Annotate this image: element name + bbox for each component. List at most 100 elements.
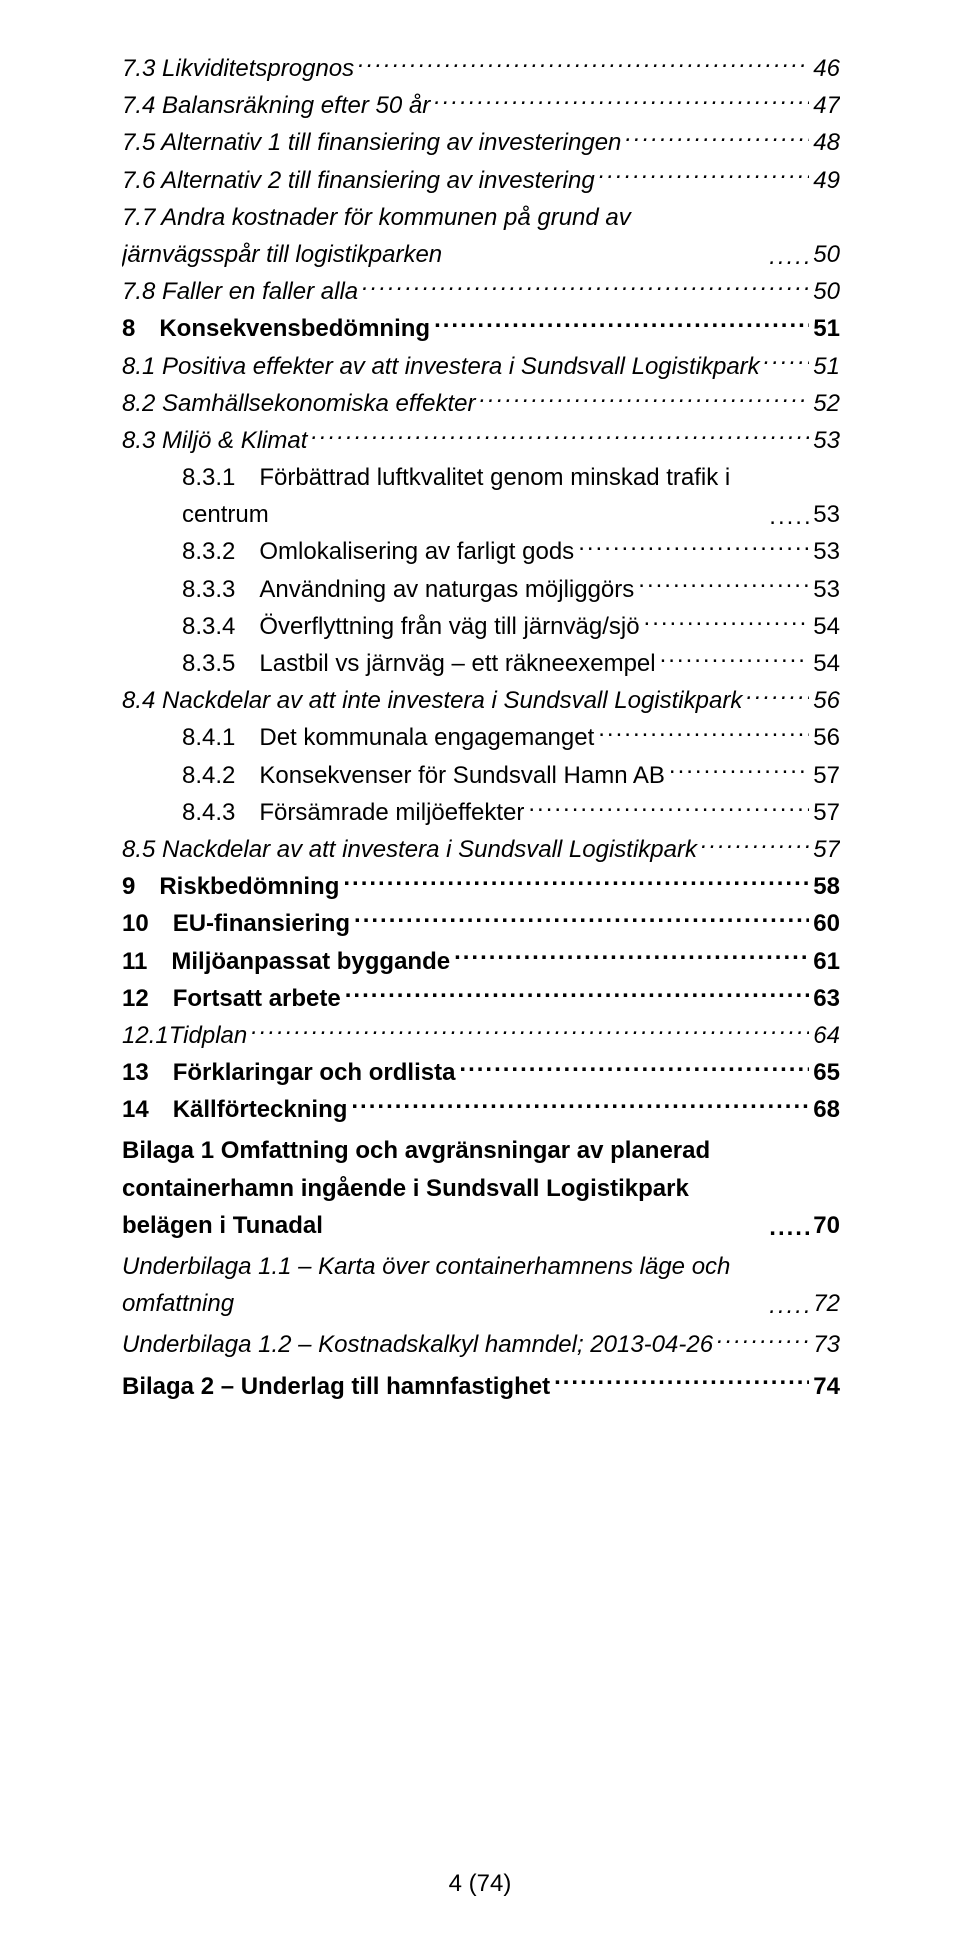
- toc-label: 8.3.5 Lastbil vs järnväg – ett räkneexem…: [182, 645, 656, 682]
- toc-label: 8.3.3 Användning av naturgas möjliggörs: [182, 571, 634, 608]
- toc-row: 8.3 Miljö & Klimat53: [122, 422, 840, 459]
- toc-entry: 8.4.1 Det kommunala engagemanget56: [182, 719, 840, 756]
- toc-label: 8.1 Positiva effekter av att investera i…: [122, 348, 760, 385]
- toc-leader-dots: [343, 870, 809, 894]
- toc-leader-dots: [554, 1370, 809, 1394]
- toc-leader-dots: [454, 945, 809, 969]
- toc-label: Underbilaga 1.2 – Kostnadskalkyl hamndel…: [122, 1326, 713, 1363]
- toc-row: 8.3.3 Användning av naturgas möjliggörs 5…: [182, 571, 840, 608]
- toc-page-number: 70: [813, 1207, 840, 1244]
- toc-leader-dots: [638, 573, 809, 597]
- toc-leader-dots: [311, 424, 809, 448]
- toc-leader-dots: [598, 721, 809, 745]
- toc-row: 7.6 Alternativ 2 till finansiering av in…: [122, 162, 840, 199]
- toc-leader-dots: [434, 312, 809, 336]
- toc-entry: 8.3.1 Förbättrad luftkvalitet genom mins…: [182, 459, 840, 533]
- toc-row: Bilaga 1 Omfattning och avgränsningar av…: [122, 1132, 840, 1244]
- toc-leader-dots: [660, 647, 810, 671]
- toc-label: 8.4.2 Konsekvenser för Sundsvall Hamn AB: [182, 757, 665, 794]
- toc-label: 12 Fortsatt arbete: [122, 980, 341, 1017]
- toc-page-number: 50: [813, 236, 840, 273]
- toc-page-number: 68: [813, 1091, 840, 1128]
- toc-row: 8.3.5 Lastbil vs järnväg – ett räkneexem…: [182, 645, 840, 682]
- toc-entry: 7.5 Alternativ 1 till finansiering av in…: [122, 124, 840, 161]
- toc-page-number: 48: [813, 124, 840, 161]
- document-page: 7.3 Likviditetsprognos467.4 Balansräknin…: [0, 0, 960, 1940]
- toc-leader-dots: [362, 275, 809, 299]
- toc-leader-dots: [717, 1328, 809, 1352]
- toc-page-number: 53: [813, 533, 840, 570]
- toc-page-number: 54: [813, 645, 840, 682]
- toc-page-number: 54: [813, 608, 840, 645]
- toc-entry: 12.1Tidplan64: [122, 1017, 840, 1054]
- toc-label: Underbilaga 1.1 – Karta över containerha…: [122, 1248, 765, 1322]
- toc-entry: 8.3.3 Användning av naturgas möjliggörs 5…: [182, 571, 840, 608]
- toc-row: Underbilaga 1.1 – Karta över containerha…: [122, 1248, 840, 1322]
- toc-label: 7.8 Faller en faller alla: [122, 273, 358, 310]
- toc-entry: 8.4.3 Försämrade miljöeffekter57: [182, 794, 840, 831]
- toc-page-number: 51: [813, 310, 840, 347]
- toc-page-number: 49: [813, 162, 840, 199]
- toc-label: 8.4.3 Försämrade miljöeffekter: [182, 794, 524, 831]
- toc-leader-dots: [644, 610, 810, 634]
- toc-row: 8.3.4 Överflyttning från väg till järnvä…: [182, 608, 840, 645]
- toc-label: 8.4 Nackdelar av att inte investera i Su…: [122, 682, 742, 719]
- toc-row: 13 Förklaringar och ordlista65: [122, 1054, 840, 1091]
- toc-label: Bilaga 2 – Underlag till hamnfastighet: [122, 1368, 550, 1405]
- toc-row: 8.3.1 Förbättrad luftkvalitet genom mins…: [182, 459, 840, 533]
- toc-row: 7.3 Likviditetsprognos46: [122, 50, 840, 87]
- toc-page-number: 57: [813, 831, 840, 868]
- table-of-contents: 7.3 Likviditetsprognos467.4 Balansräknin…: [122, 50, 840, 1405]
- toc-page-number: 74: [813, 1368, 840, 1405]
- toc-page-number: 53: [813, 496, 840, 533]
- toc-row: 8.4.1 Det kommunala engagemanget56: [182, 719, 840, 756]
- toc-label: 7.4 Balansräkning efter 50 år: [122, 87, 430, 124]
- toc-entry: 8.2 Samhällsekonomiska effekter52: [122, 385, 840, 422]
- toc-entry: 11 Miljöanpassat byggande61: [122, 943, 840, 980]
- toc-page-number: 56: [813, 719, 840, 756]
- toc-leader-dots: [769, 249, 809, 273]
- toc-leader-dots: [746, 684, 809, 708]
- toc-row: 7.8 Faller en faller alla 50: [122, 273, 840, 310]
- toc-entry: 9 Riskbedömning58: [122, 868, 840, 905]
- toc-row: 14 Källförteckning68: [122, 1091, 840, 1128]
- toc-entry: 7.6 Alternativ 2 till finansiering av in…: [122, 162, 840, 199]
- toc-page-number: 50: [813, 273, 840, 310]
- toc-entry: Bilaga 2 – Underlag till hamnfastighet 74: [122, 1368, 840, 1405]
- toc-entry: Bilaga 1 Omfattning och avgränsningar av…: [122, 1132, 840, 1244]
- toc-entry: 13 Förklaringar och ordlista65: [122, 1054, 840, 1091]
- toc-row: 7.4 Balansräkning efter 50 år 47: [122, 87, 840, 124]
- toc-entry: Underbilaga 1.2 – Kostnadskalkyl hamndel…: [122, 1326, 840, 1363]
- toc-leader-dots: [669, 759, 809, 783]
- toc-entry: 8.3.5 Lastbil vs järnväg – ett räkneexem…: [182, 645, 840, 682]
- toc-label: 9 Riskbedömning: [122, 868, 339, 905]
- toc-row: Underbilaga 1.2 – Kostnadskalkyl hamndel…: [122, 1326, 840, 1363]
- toc-page-number: 53: [813, 422, 840, 459]
- toc-row: 8.4.3 Försämrade miljöeffekter57: [182, 794, 840, 831]
- toc-label: 8.3.2 Omlokalisering av farligt gods: [182, 533, 574, 570]
- toc-page-number: 53: [813, 571, 840, 608]
- toc-entry: 10 EU-finansiering 60: [122, 905, 840, 942]
- toc-label: 12.1Tidplan: [122, 1017, 247, 1054]
- toc-page-number: 65: [813, 1054, 840, 1091]
- toc-entry: 14 Källförteckning68: [122, 1091, 840, 1128]
- toc-leader-dots: [578, 535, 809, 559]
- toc-page-number: 60: [813, 905, 840, 942]
- toc-label: Bilaga 1 Omfattning och avgränsningar av…: [122, 1132, 765, 1244]
- toc-leader-dots: [351, 1093, 809, 1117]
- toc-entry: 8.3.2 Omlokalisering av farligt gods 53: [182, 533, 840, 570]
- toc-page-number: 47: [813, 87, 840, 124]
- toc-row: 7.5 Alternativ 1 till finansiering av in…: [122, 124, 840, 161]
- toc-page-number: 56: [813, 682, 840, 719]
- toc-label: 10 EU-finansiering: [122, 905, 350, 942]
- toc-leader-dots: [345, 982, 810, 1006]
- toc-row: 8.4.2 Konsekvenser för Sundsvall Hamn AB…: [182, 757, 840, 794]
- toc-page-number: 63: [813, 980, 840, 1017]
- toc-entry: 12 Fortsatt arbete 63: [122, 980, 840, 1017]
- toc-entry: 8.4 Nackdelar av att inte investera i Su…: [122, 682, 840, 719]
- toc-leader-dots: [480, 387, 810, 411]
- toc-entry: 8.5 Nackdelar av att investera i Sundsva…: [122, 831, 840, 868]
- toc-page-number: 61: [813, 943, 840, 980]
- toc-row: 11 Miljöanpassat byggande61: [122, 943, 840, 980]
- toc-leader-dots: [459, 1056, 809, 1080]
